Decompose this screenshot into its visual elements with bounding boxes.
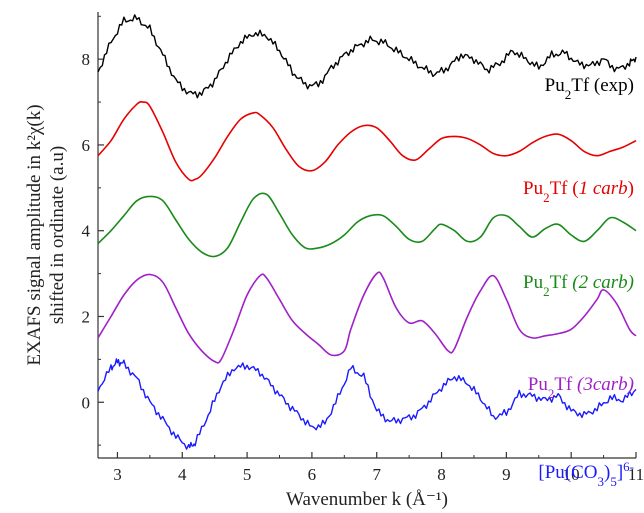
x-axis-ticks: 3 4 5 6 7 8 9 10 11 — [113, 452, 644, 484]
series-label: [Pu(CO3)5]6- — [538, 459, 634, 489]
y-tick-label: 0 — [82, 393, 91, 412]
series-labels: Pu2Tf (exp) Pu2Tf (1 carb) Pu2Tf (2 carb) P… — [523, 75, 634, 489]
x-tick-label: 6 — [308, 465, 317, 484]
x-tick-label: 9 — [502, 465, 511, 484]
x-tick-label: 3 — [113, 465, 122, 484]
x-tick-label: 7 — [372, 465, 381, 484]
series-line — [97, 358, 637, 450]
y-tick-label: 2 — [82, 307, 91, 326]
x-tick-label: 8 — [437, 465, 446, 484]
x-axis-title: Wavenumber k (Å⁻¹) — [286, 489, 448, 510]
x-tick-label: 5 — [243, 465, 252, 484]
series-line — [97, 14, 637, 99]
series-line — [97, 271, 637, 364]
x-tick-label: 11 — [628, 465, 644, 484]
series-line — [97, 101, 637, 182]
series-line — [97, 192, 637, 258]
y-axis-title-line-1: EXAFS signal amplitude in k²χ(k) — [24, 104, 45, 365]
series-label: Pu2Tf (3carb) — [528, 374, 634, 401]
y-axis-title-line-2: shifted in ordinate (a.u) — [47, 146, 68, 324]
y-axis-ticks: 0 2 4 6 8 — [82, 15, 104, 446]
y-tick-label: 4 — [82, 222, 91, 241]
axes — [97, 12, 636, 459]
x-tick-label: 10 — [563, 465, 580, 484]
y-tick-label: 6 — [82, 136, 91, 155]
x-tick-label: 4 — [178, 465, 187, 484]
y-tick-label: 8 — [82, 50, 91, 69]
series-lines — [97, 14, 637, 450]
series-label: Pu2Tf (1 carb) — [523, 178, 634, 205]
series-label: Pu2Tf (exp) — [545, 75, 634, 102]
series-label: Pu2Tf (2 carb) — [523, 272, 634, 299]
